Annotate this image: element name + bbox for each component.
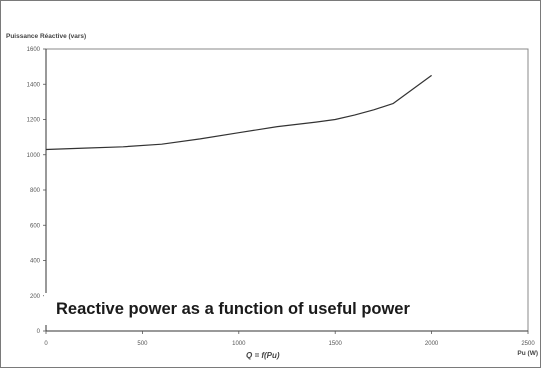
x-tick-label: 0: [44, 341, 48, 347]
x-axis-title: Pu (W): [517, 350, 538, 357]
x-tick-label: 2000: [425, 341, 439, 347]
x-tick-label: 500: [137, 341, 148, 347]
chart-formula: Q = f(Pu): [246, 351, 280, 360]
y-tick-label: 200: [30, 294, 41, 300]
y-tick-label: 400: [30, 259, 41, 265]
x-tick-label: 2500: [521, 341, 535, 347]
y-tick-label: 1600: [27, 47, 41, 53]
x-ticks: 0 500 1000 1500 2000 2500: [44, 331, 535, 347]
x-tick-label: 1000: [232, 341, 246, 347]
y-tick-label: 1400: [27, 82, 41, 88]
y-ticks: 0 200 400 600 800 1000 1200 1400 1600: [27, 47, 46, 335]
y-tick-label: 600: [30, 223, 41, 229]
x-tick-label: 1500: [329, 341, 343, 347]
series-line: [45, 74, 432, 151]
y-tick-label: 1000: [27, 153, 41, 159]
y-tick-label: 1200: [27, 118, 41, 124]
y-tick-label: 0: [37, 329, 41, 335]
plot-area: [45, 48, 529, 332]
y-axis-title: Puissance Réactive (vars): [6, 33, 86, 40]
y-tick-label: 800: [30, 188, 41, 194]
chart-caption: Reactive power as a function of useful p…: [44, 293, 422, 325]
